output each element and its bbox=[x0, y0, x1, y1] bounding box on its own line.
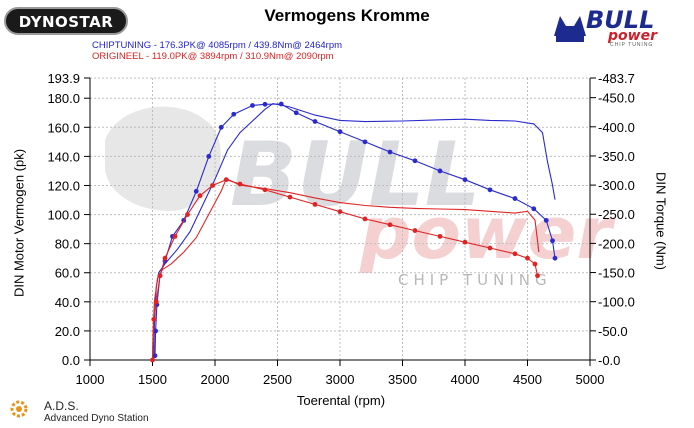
point-origineel-power-23 bbox=[532, 261, 538, 267]
point-chiptuning-power-15 bbox=[312, 119, 318, 124]
bull-head-icon bbox=[554, 16, 586, 42]
x-axis-label-text: Toerental (rpm) bbox=[296, 393, 386, 408]
y-tick-label-right: -250.0 bbox=[598, 207, 635, 222]
point-chiptuning-power-23 bbox=[512, 196, 518, 201]
point-chiptuning-power-11 bbox=[250, 103, 255, 108]
point-chiptuning-power-27 bbox=[552, 255, 558, 261]
point-origineel-power-15 bbox=[362, 216, 368, 222]
bull-watermark-icon bbox=[105, 106, 221, 211]
ads-brand: A.D.S. bbox=[44, 399, 79, 413]
point-chiptuning-power-21 bbox=[462, 177, 468, 183]
point-origineel-power-21 bbox=[512, 251, 518, 257]
ads-logo: A.D.S. Advanced Dyno Station bbox=[8, 394, 208, 428]
point-chiptuning-power-22 bbox=[487, 187, 493, 193]
y-tick-label-right: -400.0 bbox=[598, 120, 635, 135]
y-tick-label-left: 80.0 bbox=[55, 237, 80, 252]
point-chiptuning-power-26 bbox=[550, 238, 555, 244]
point-chiptuning-power-12 bbox=[262, 101, 268, 107]
point-origineel-power-19 bbox=[462, 239, 468, 245]
series-line-chiptuning-torque bbox=[153, 103, 556, 361]
point-origineel-power-8 bbox=[210, 183, 215, 188]
dynostar-logo: DYNOSTAR bbox=[4, 7, 128, 35]
point-origineel-power-24 bbox=[535, 273, 540, 279]
point-origineel-power-5 bbox=[172, 233, 178, 239]
series-line-origineel-torque bbox=[151, 177, 540, 361]
x-axis-label-rpm: Toerental (rpm) bbox=[0, 393, 694, 408]
y-tick-label-left: 100.0 bbox=[47, 208, 80, 223]
y-tick-label-right: -0.0 bbox=[598, 353, 620, 368]
point-chiptuning-power-18 bbox=[387, 149, 393, 155]
y-tick-label-right: -450.0 bbox=[598, 91, 635, 106]
point-chiptuning-power-25 bbox=[543, 217, 549, 223]
y-tick-label-right: -100.0 bbox=[598, 295, 635, 310]
point-chiptuning-power-14 bbox=[293, 110, 299, 116]
y-tick-label-right: -50.0 bbox=[598, 324, 628, 339]
y-tick-label-left: 193.9 bbox=[47, 71, 80, 86]
y-tick-label-right: -350.0 bbox=[598, 149, 635, 164]
ads-brand-sub: Advanced Dyno Station bbox=[44, 413, 149, 424]
y-tick-label-left: 0.0 bbox=[62, 353, 80, 368]
y-tick-label-right: -300.0 bbox=[598, 178, 635, 193]
y-tick-label-left: 160.0 bbox=[47, 120, 80, 135]
x-tick-label: 3000 bbox=[326, 372, 355, 387]
bull-logo-text: BULL bbox=[586, 6, 655, 34]
point-origineel-power-14 bbox=[337, 209, 343, 215]
point-origineel-power-12 bbox=[287, 194, 293, 200]
y-tick-label-left: 140.0 bbox=[47, 149, 80, 164]
x-tick-label: 4000 bbox=[451, 372, 480, 387]
point-chiptuning-power-20 bbox=[437, 168, 443, 174]
x-tick-label: 2000 bbox=[201, 372, 230, 387]
x-tick-label: 4500 bbox=[513, 372, 542, 387]
point-origineel-power-7 bbox=[197, 193, 203, 199]
point-chiptuning-power-19 bbox=[412, 158, 418, 164]
y-axis-label-torque: DIN Torque (Nm) bbox=[653, 171, 669, 271]
y-tick-label-left: 40.0 bbox=[55, 295, 80, 310]
watermark-text-power: power bbox=[359, 191, 616, 275]
point-origineel-power-22 bbox=[525, 255, 530, 261]
dynostar-logo-text: DYNOSTAR bbox=[18, 13, 114, 31]
chart-title: Vermogens Kromme bbox=[264, 6, 430, 25]
point-origineel-power-4 bbox=[162, 255, 168, 261]
x-tick-label: 5000 bbox=[576, 372, 605, 387]
x-tick-label: 1500 bbox=[138, 372, 167, 387]
point-origineel-power-17 bbox=[412, 228, 418, 233]
bull-logo-tag: CHIP TUNING bbox=[610, 42, 654, 48]
y-tick-label-left: 180.0 bbox=[47, 91, 80, 106]
gear-icon bbox=[10, 400, 28, 418]
legend-chiptuning: CHIPTUNING - 176.3PK@ 4085rpm / 439.8Nm@… bbox=[92, 40, 343, 51]
series-layer bbox=[150, 101, 558, 363]
point-origineel-power-20 bbox=[487, 245, 493, 251]
bull-logo-sub: power bbox=[608, 28, 657, 44]
x-tick-label: 2500 bbox=[263, 372, 292, 387]
point-chiptuning-power-7 bbox=[193, 188, 199, 194]
y-tick-label-left: 120.0 bbox=[47, 178, 80, 193]
watermark: BULL power CHIP TUNING bbox=[105, 106, 616, 289]
watermark-text-tagline: CHIP TUNING bbox=[398, 271, 552, 289]
y-tick-label-left: 60.0 bbox=[55, 266, 80, 281]
bullpower-logo: BULL power CHIP TUNING bbox=[548, 4, 660, 48]
axes: 0.0 20.0 40.0 60.0 80.0 100.0 120.0 140.0 160.0 1… bbox=[47, 71, 634, 387]
point-origineel-power-13 bbox=[312, 201, 318, 207]
y-tick-label-right: -200.0 bbox=[598, 236, 635, 251]
point-chiptuning-power-9 bbox=[218, 124, 224, 130]
legend-origineel: ORIGINEEL - 119.0PK@ 3894rpm / 310.9Nm@ … bbox=[92, 51, 334, 62]
x-tick-label: 3500 bbox=[388, 372, 417, 387]
point-chiptuning-power-10 bbox=[231, 111, 237, 117]
point-chiptuning-power-8 bbox=[206, 153, 212, 159]
point-origineel-power-16 bbox=[387, 222, 393, 228]
grid bbox=[89, 77, 591, 361]
y-tick-label-right: -483.7 bbox=[598, 71, 635, 86]
point-chiptuning-power-17 bbox=[362, 139, 368, 145]
point-origineel-power-18 bbox=[437, 233, 443, 239]
point-chiptuning-power-16 bbox=[337, 129, 343, 135]
y-axis-label-power: DIN Motor Vermogen (pk) bbox=[11, 148, 27, 298]
x-tick-label: 1000 bbox=[76, 372, 105, 387]
point-chiptuning-power-24 bbox=[531, 206, 537, 212]
y-tick-label-left: 20.0 bbox=[55, 324, 80, 339]
point-origineel-power-6 bbox=[185, 212, 190, 217]
y-tick-label-right: -150.0 bbox=[598, 266, 635, 281]
